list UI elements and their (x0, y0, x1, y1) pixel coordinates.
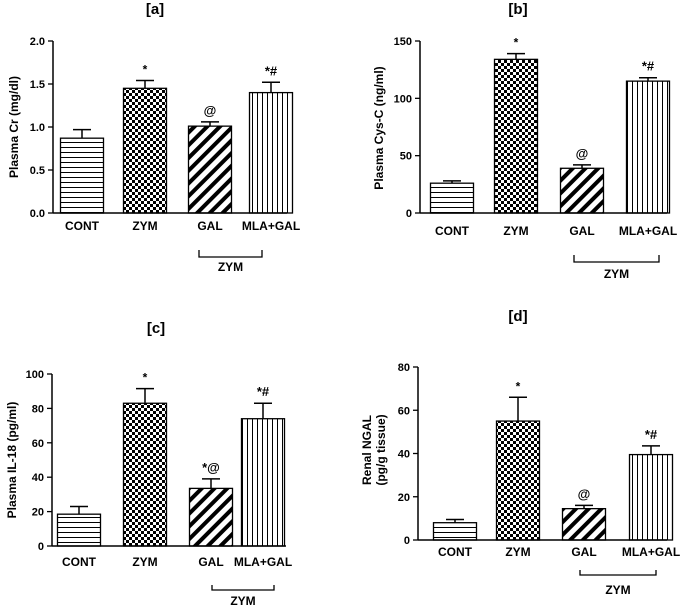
y-tick-label: 2.0 (30, 36, 45, 48)
group-label: ZYM (230, 594, 255, 607)
y-axis-title: (pg/g tissue) (374, 414, 388, 485)
category-label: ZYM (132, 219, 157, 233)
group-bracket (573, 255, 660, 263)
category-label: CONT (62, 555, 97, 569)
group-label: ZYM (605, 583, 630, 597)
bar-zym (493, 58, 539, 214)
chart-panel-2: [b] Plasma Cys-C (ng/ml) CONT * ZYM @ GAL *# MLA… (372, 1, 677, 281)
bar-cont (59, 137, 105, 214)
significance-mark: * (514, 36, 519, 50)
significance-mark: @ (578, 486, 591, 501)
y-tick-label: 50 (400, 151, 412, 163)
y-tick-label: 40 (32, 472, 44, 484)
significance-mark: * (143, 371, 148, 385)
category-label: CONT (438, 545, 473, 559)
group-label: ZYM (604, 267, 629, 281)
y-tick-label: 0 (404, 535, 410, 547)
significance-mark: *# (257, 384, 270, 399)
significance-mark: *# (642, 59, 655, 74)
bar-mlagal (248, 91, 294, 214)
group-label: ZYM (218, 260, 243, 274)
category-label: ZYM (505, 545, 530, 559)
bar-mlagal (625, 80, 671, 214)
category-label: MLA+GAL (622, 545, 680, 559)
significance-mark: *# (265, 63, 278, 78)
y-tick-label: 0.0 (30, 208, 45, 220)
y-axis-title: Plasma Cys-C (ng/ml) (372, 66, 386, 189)
significance-mark: *@ (202, 460, 220, 475)
y-tick-label: 100 (26, 369, 44, 381)
y-tick-label: 20 (32, 507, 44, 519)
bar-cont (429, 182, 475, 214)
bar-gal (561, 507, 607, 541)
bar-gal (559, 167, 605, 214)
significance-mark: * (143, 63, 148, 77)
y-tick-label: 1.5 (30, 79, 45, 91)
category-label: ZYM (503, 224, 528, 238)
category-label: ZYM (132, 555, 157, 569)
y-tick-label: 0 (38, 541, 44, 553)
y-axis-title: Renal NGAL (360, 415, 374, 485)
y-tick-label: 60 (398, 405, 410, 417)
significance-mark: *# (645, 427, 658, 442)
category-label: GAL (571, 545, 596, 559)
y-tick-label: 0.5 (30, 165, 45, 177)
category-label: MLA+GAL (234, 555, 292, 569)
group-bracket (211, 585, 275, 591)
category-label: MLA+GAL (619, 224, 677, 238)
y-tick-label: 20 (398, 492, 410, 504)
bar-gal (187, 125, 233, 214)
group-bracket (198, 250, 263, 258)
bar-mlagal (240, 418, 286, 547)
significance-mark: * (516, 379, 521, 393)
group-bracket (579, 570, 657, 576)
significance-mark: @ (204, 103, 217, 118)
y-tick-label: 40 (398, 449, 410, 461)
panel-title: [a] (146, 1, 164, 18)
y-tick-label: 80 (32, 403, 44, 415)
y-tick-label: 1.0 (30, 122, 45, 134)
bar-zym (495, 420, 541, 541)
significance-mark: @ (576, 146, 589, 161)
bar-zym (122, 87, 168, 214)
category-label: GAL (197, 219, 222, 233)
chart-panel-3: [c] Plasma IL-18 (pg/ml) CONT * ZYM *@ GAL *# ML… (5, 320, 292, 607)
bar-zym (122, 402, 168, 547)
y-tick-label: 150 (394, 36, 412, 48)
y-tick-label: 0 (406, 208, 412, 220)
bar-cont (432, 522, 478, 541)
y-tick-label: 100 (394, 93, 412, 105)
chart-panel-1: [a] Plasma Cr (mg/dl) CONT * ZYM @ GAL *# MLA+GA… (7, 1, 300, 274)
category-label: CONT (65, 219, 100, 233)
category-label: CONT (435, 224, 470, 238)
bar-gal (188, 487, 234, 547)
panel-title: [b] (508, 1, 527, 18)
y-axis-title: Plasma IL-18 (pg/ml) (5, 402, 19, 519)
category-label: GAL (569, 224, 594, 238)
panel-title: [c] (147, 320, 165, 337)
bar-mlagal (628, 453, 674, 541)
category-label: GAL (198, 555, 223, 569)
chart-panel-4: [d] Renal NGAL (pg/g tissue) CONT * ZYM @ GAL *#… (360, 308, 680, 597)
y-tick-label: 60 (32, 438, 44, 450)
y-axis-title: Plasma Cr (mg/dl) (7, 76, 21, 178)
y-tick-label: 80 (398, 362, 410, 374)
panel-title: [d] (508, 308, 527, 325)
bar-cont (56, 513, 102, 547)
category-label: MLA+GAL (242, 219, 300, 233)
